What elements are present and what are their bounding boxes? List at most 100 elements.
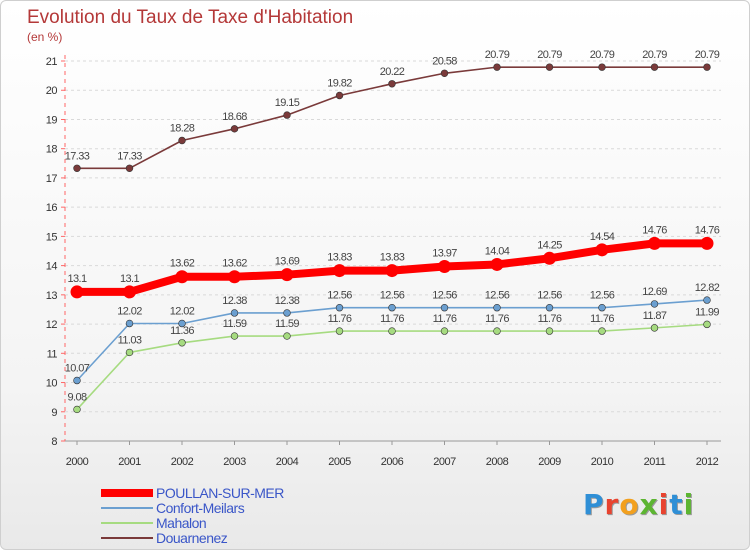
data-point	[703, 320, 711, 329]
data-label: 17.33	[117, 150, 142, 162]
data-point	[545, 327, 554, 335]
x-tick-label: 2011	[644, 456, 666, 468]
y-tick-label: 17	[46, 173, 58, 185]
data-point	[650, 324, 659, 332]
data-label: 14.76	[642, 224, 667, 236]
data-label: 13.1	[120, 273, 139, 285]
data-point	[123, 285, 136, 299]
data-point	[175, 270, 189, 284]
data-point	[595, 243, 609, 257]
data-label: 11.76	[590, 313, 614, 325]
y-tick-label: 16	[46, 202, 58, 214]
y-tick-label: 8	[51, 436, 57, 448]
data-label: 12.56	[537, 290, 562, 302]
data-point	[440, 69, 449, 77]
legend-label: POULLAN-SUR-MER	[156, 485, 284, 501]
data-label: 12.69	[642, 286, 667, 298]
data-label: 14.54	[590, 231, 615, 243]
data-label: 12.38	[275, 295, 300, 307]
data-point	[650, 63, 659, 71]
series-poullan-sur-mer	[70, 236, 714, 299]
data-point	[545, 304, 554, 312]
data-label: 12.56	[380, 290, 405, 302]
data-point	[385, 264, 399, 278]
data-point	[335, 304, 344, 312]
data-point	[598, 327, 606, 335]
logo-letter: i	[683, 488, 695, 521]
data-label: 11.76	[538, 313, 562, 325]
x-tick-label: 2009	[538, 456, 561, 468]
data-label: 11.76	[433, 313, 457, 325]
data-label: 11.59	[275, 318, 299, 330]
y-tick-label: 18	[46, 144, 58, 156]
data-label: 20.58	[432, 55, 457, 67]
data-label: 14.25	[537, 239, 562, 251]
data-point	[440, 304, 449, 312]
legend-label: Confort-Meilars	[156, 500, 245, 516]
data-label: 13.97	[432, 247, 457, 259]
data-point	[493, 63, 501, 71]
data-point	[700, 236, 714, 250]
data-point	[70, 285, 84, 299]
data-point	[335, 91, 344, 100]
data-point	[598, 63, 606, 71]
logo-letter: P	[583, 488, 605, 521]
data-label: 13.1	[67, 273, 86, 285]
data-point	[335, 327, 344, 335]
y-tick-label: 11	[47, 348, 58, 360]
data-label: 13.69	[275, 256, 300, 268]
x-tick-label: 2010	[591, 456, 614, 468]
data-point	[178, 339, 186, 347]
x-tick-label: 2005	[328, 456, 351, 468]
data-point	[125, 319, 134, 328]
y-tick-label: 12	[46, 319, 58, 331]
data-point	[648, 236, 661, 250]
legend-label: Mahalon	[156, 515, 207, 531]
x-tick-label: 2000	[66, 456, 89, 468]
chart-subtitle: (en %)	[27, 30, 63, 44]
data-point	[230, 309, 239, 317]
axes: 8 9 10 11 12 13 14 15 16 17 18 19 20 21 2000 2001 2002 20…	[46, 55, 721, 468]
y-tick-label: 13	[46, 290, 58, 302]
x-tick-label: 2004	[276, 456, 299, 468]
y-tick-label: 9	[51, 407, 57, 419]
logo-letter: x	[639, 488, 659, 521]
data-point	[388, 304, 396, 312]
data-point	[440, 327, 449, 335]
y-tick-label: 21	[46, 56, 58, 68]
line-chart: 8 9 10 11 12 13 14 15 16 17 18 19 20 21 2000 2001 2002 20…	[46, 49, 721, 468]
legend-swatch	[101, 537, 153, 539]
data-point	[438, 259, 451, 273]
x-tick-label: 2006	[381, 456, 404, 468]
data-label: 11.99	[695, 306, 719, 318]
data-label: 11.76	[485, 313, 509, 325]
y-tick-label: 10	[46, 378, 58, 390]
proxiti-logo: Proxiti	[583, 488, 694, 521]
data-point	[545, 63, 554, 71]
y-tick-label: 20	[46, 85, 58, 97]
x-tick-label: 2007	[433, 456, 456, 468]
data-label: 9.08	[67, 391, 86, 403]
y-tick-label: 19	[46, 114, 58, 126]
logo-letter: i	[658, 488, 670, 521]
series-line	[76, 323, 708, 410]
data-label: 18.68	[222, 111, 247, 123]
legend-swatch	[101, 522, 153, 524]
data-label: 13.83	[380, 252, 405, 264]
data-point	[493, 327, 501, 335]
data-label: 19.82	[327, 77, 352, 89]
x-tick-label: 2001	[118, 456, 141, 468]
chart-title: Evolution du Taux de Taxe d'Habitation	[27, 7, 354, 28]
data-label: 19.15	[275, 97, 300, 109]
data-point	[73, 164, 81, 172]
data-label: 11.59	[223, 318, 247, 330]
data-point	[283, 111, 291, 119]
data-point	[283, 309, 291, 317]
data-point	[598, 304, 606, 312]
data-label: 11.36	[170, 325, 194, 337]
data-label: 13.83	[327, 252, 352, 264]
data-point	[230, 332, 239, 340]
y-tick-label: 15	[46, 231, 58, 243]
data-point	[703, 63, 711, 71]
data-label: 20.79	[642, 49, 667, 61]
